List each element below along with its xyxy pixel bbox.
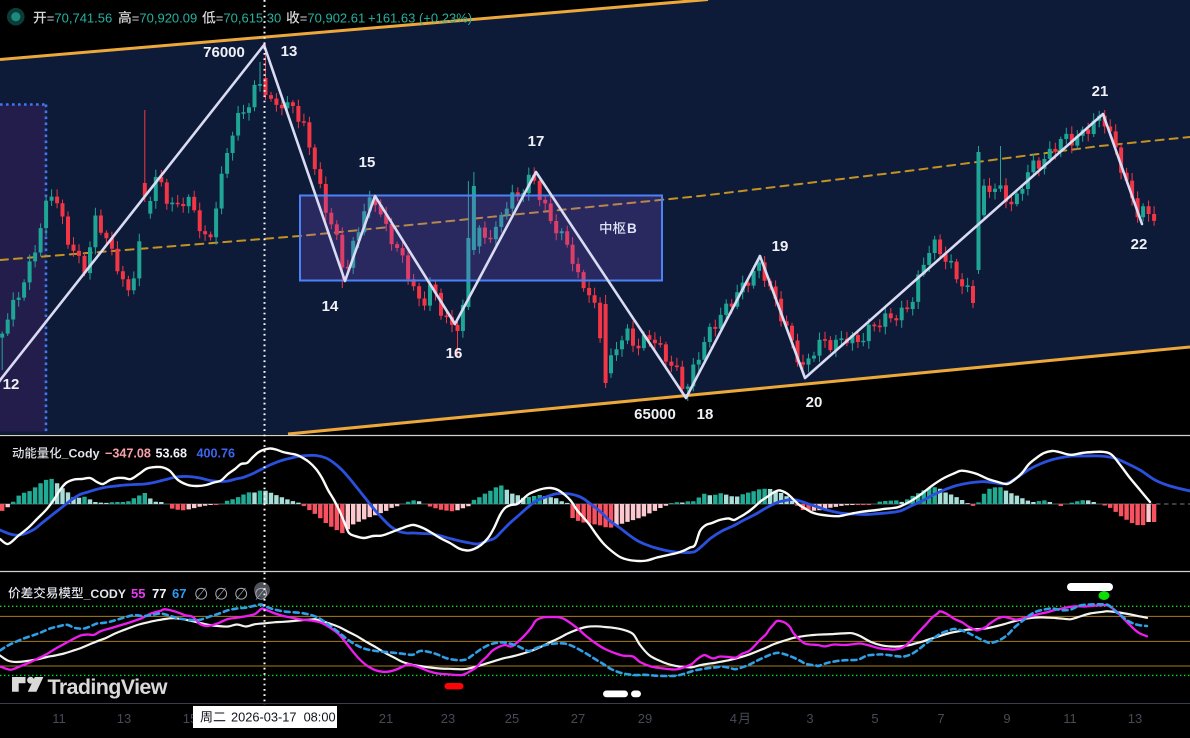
- svg-text:5: 5: [871, 711, 878, 726]
- svg-text:B: B: [627, 221, 637, 236]
- svg-text:_CODY: _CODY: [83, 587, 126, 601]
- svg-text:12: 12: [3, 376, 20, 393]
- svg-text:4: 4: [730, 711, 737, 726]
- svg-text:=70,902.61: =70,902.61: [300, 11, 365, 26]
- svg-text:=70,741.56: =70,741.56: [47, 11, 112, 26]
- svg-text:77: 77: [152, 586, 166, 601]
- svg-text:13: 13: [281, 43, 298, 60]
- svg-text:11: 11: [1063, 711, 1077, 726]
- svg-text:∅: ∅: [194, 586, 208, 604]
- svg-text:=70,920.09: =70,920.09: [132, 11, 197, 26]
- svg-text:29: 29: [638, 711, 652, 726]
- svg-text:27: 27: [571, 711, 585, 726]
- svg-text:7: 7: [937, 711, 944, 726]
- svg-text:76000: 76000: [203, 44, 245, 61]
- svg-text:65000: 65000: [634, 406, 676, 423]
- svg-text:400.76: 400.76: [197, 447, 236, 461]
- svg-text:19: 19: [772, 238, 789, 255]
- svg-text:20: 20: [806, 394, 823, 411]
- svg-text:3: 3: [806, 711, 813, 726]
- svg-text:13: 13: [1128, 711, 1142, 726]
- svg-text:∅: ∅: [254, 586, 268, 604]
- svg-text:+161.63 (+0.23%): +161.63 (+0.23%): [368, 11, 472, 26]
- svg-text:∅: ∅: [214, 586, 228, 604]
- svg-text:13: 13: [117, 711, 131, 726]
- svg-text:55: 55: [131, 586, 145, 601]
- svg-text:_Cody: _Cody: [61, 447, 100, 461]
- svg-text:22: 22: [1131, 236, 1148, 253]
- svg-text:23: 23: [441, 711, 455, 726]
- svg-text:67: 67: [172, 586, 186, 601]
- svg-text:∅: ∅: [234, 586, 248, 604]
- svg-text:9: 9: [1003, 711, 1010, 726]
- svg-text:2026-03-17 08:00: 2026-03-17 08:00: [231, 710, 336, 725]
- svg-text:17: 17: [528, 133, 545, 150]
- svg-text:−347.08: −347.08: [105, 447, 151, 461]
- svg-text:11: 11: [52, 711, 66, 726]
- svg-text:21: 21: [379, 711, 393, 726]
- svg-text:14: 14: [322, 298, 339, 315]
- svg-text:TradingView: TradingView: [48, 675, 168, 699]
- svg-text:15: 15: [359, 154, 376, 171]
- svg-text:25: 25: [505, 711, 519, 726]
- svg-text:=70,615.30: =70,615.30: [216, 11, 281, 26]
- svg-text:53.68: 53.68: [156, 447, 188, 461]
- svg-text:21: 21: [1092, 83, 1109, 100]
- svg-text:16: 16: [446, 345, 463, 362]
- svg-text:18: 18: [697, 406, 714, 423]
